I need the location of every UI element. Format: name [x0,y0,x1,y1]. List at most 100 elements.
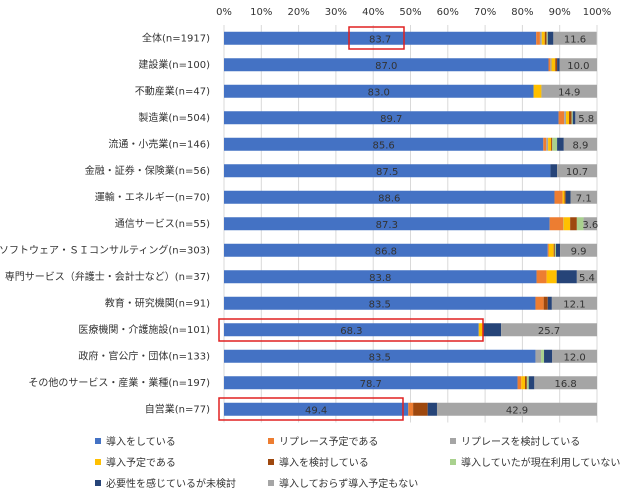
bar-segment [550,217,563,230]
bar-segment [550,164,557,177]
bar-segment [534,85,542,98]
bar-segment [556,244,560,257]
bar-segment [535,350,541,363]
legend-swatch [95,438,101,444]
value-label: 87.0 [375,61,397,72]
value-label: 83.0 [368,87,390,98]
bar-segment [521,376,525,389]
bar-segment [573,111,576,124]
category-label: 情報処理・ソフトウェア・ＳＩコンサルティング(n=303) [0,243,210,256]
bar-segment [572,111,573,124]
bar-segment [559,111,565,124]
bar-segment [557,58,560,71]
bar-segment [518,376,522,389]
bar-segment [554,191,562,204]
value-label: 83.7 [369,34,391,45]
value-label: 5.4 [579,273,595,284]
legend-label: リプレース予定である [279,435,378,448]
value-label: 8.9 [572,140,588,151]
category-label: 金融・証券・保険業(n=56) [85,164,210,177]
legend-swatch [268,438,274,444]
value-label: 9.9 [571,246,587,257]
bar-segment [536,32,540,45]
category-label: 運輸・エネルギー(n=70) [95,190,210,203]
bar-segment [566,111,569,124]
legend-label: 導入予定である [106,456,176,469]
bar-segment [543,138,546,151]
bar-segment [479,323,483,336]
value-label: 14.9 [558,87,580,98]
legend-label: 導入を検討している [279,456,369,469]
legend-swatch [95,459,101,465]
legend-swatch [95,480,101,486]
value-label: 83.8 [369,273,391,284]
x-tick-label: 0% [216,7,232,18]
bar-segment [563,217,570,230]
bar-segment [548,32,554,45]
bar-segment [549,58,551,71]
x-tick-label: 90% [549,7,571,18]
category-label: 専門サービス（弁護士・会計士など）(n=37) [5,270,210,283]
category-label: 全体(n=1917) [142,31,210,44]
bar-segment [548,244,549,257]
category-label: その他のサービス・産業・業種(n=197) [28,376,210,389]
bars [224,32,597,416]
value-label: 16.8 [555,379,577,390]
value-label: 7.1 [576,193,592,204]
legend-swatch [450,459,456,465]
legend-label: 必要性を感じているが未検討 [106,477,236,490]
bar-segment [525,376,527,389]
x-tick-label: 30% [325,7,347,18]
bar-segment [527,376,529,389]
bar-segment [549,244,554,257]
category-label: 建設業(n=100) [138,58,210,71]
value-label: 49.4 [305,405,327,416]
value-label: 12.1 [563,299,585,310]
bar-segment [482,323,501,336]
value-label: 10.0 [567,61,589,72]
bar-segment [555,58,557,71]
value-label: 42.9 [506,405,528,416]
bar-segment [563,191,565,204]
bar-segment [551,138,552,151]
x-tick-label: 60% [437,7,459,18]
legend-swatch [268,459,274,465]
bar-segment [535,297,543,310]
x-tick-label: 10% [250,7,272,18]
value-label: 83.5 [369,352,391,363]
bar-segment [544,350,552,363]
bar-segment [557,270,577,283]
x-tick-label: 50% [399,7,421,18]
value-label: 68.3 [340,326,362,337]
value-label: 25.7 [538,326,560,337]
legend-swatch [450,438,456,444]
category-label: 不動産業(n=47) [135,84,210,97]
bar-segment [540,32,542,45]
bar-segment [564,111,566,124]
value-label: 5.8 [578,114,594,125]
bar-segment [529,376,535,389]
value-label: 87.5 [376,167,398,178]
legend-label: 導入しておらず導入予定もない [279,477,418,490]
legend-label: 導入していたが現在利用していない [461,456,620,469]
value-label: 85.6 [373,140,395,151]
bar-segment [569,111,572,124]
category-label: 流通・小売業(n=146) [108,137,210,150]
bar-segment [545,32,547,45]
x-tick-label: 80% [511,7,533,18]
bar-segment [537,270,547,283]
bar-segment [413,403,428,416]
bar-segment [547,32,548,45]
bar-segment [428,403,437,416]
value-label: 3.6 [582,220,598,231]
bar-segment [552,138,557,151]
value-label: 83.5 [369,299,391,310]
value-label: 78.7 [360,379,382,390]
value-label: 11.6 [564,34,586,45]
bar-segment [555,244,556,257]
category-label: 政府・官公庁・団体(n=133) [78,349,210,362]
category-label: 自営業(n=77) [145,402,210,415]
bar-segment [544,297,548,310]
value-label: 89.7 [380,114,402,125]
